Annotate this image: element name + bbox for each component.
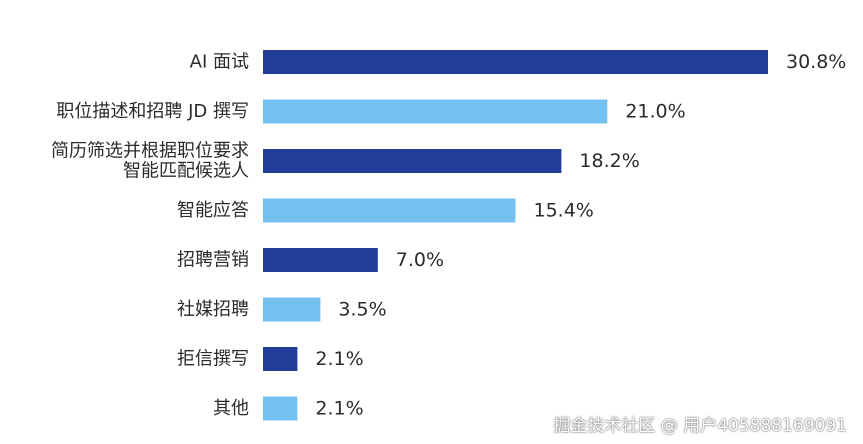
value-label-4: 7.0% [396, 249, 444, 271]
value-label-2: 18.2% [579, 150, 639, 172]
bar-6 [263, 347, 298, 371]
category-label-3: 智能应答 [177, 200, 249, 221]
category-label-2-line-0: 简历筛选并根据职位要求 [51, 141, 249, 162]
category-label-0: AI 面试 [190, 52, 249, 73]
bar-4 [263, 248, 378, 272]
bar-5 [263, 297, 321, 322]
category-label-6: 拒信撰写 [177, 349, 249, 370]
value-label-3: 15.4% [534, 200, 594, 222]
value-label-0: 30.8% [786, 51, 846, 73]
value-label-1: 21.0% [625, 101, 685, 123]
bar-3 [263, 198, 516, 223]
watermark: 掘金技术社区 @ 用户405888169091 [553, 416, 847, 436]
category-label-7: 其他 [213, 398, 249, 419]
bar-2 [263, 149, 562, 173]
bar-0 [263, 50, 768, 74]
category-label-5: 社媒招聘 [177, 299, 249, 320]
category-label-2-line-1: 智能匹配候选人 [123, 161, 249, 182]
category-label-1: 职位描述和招聘 JD 撰写 [56, 101, 249, 122]
bar-7 [263, 396, 298, 421]
value-label-6: 2.1% [315, 348, 363, 370]
value-label-5: 3.5% [338, 299, 386, 321]
category-label-4: 招聘营销 [177, 250, 249, 271]
bar-1 [263, 99, 608, 124]
value-label-7: 2.1% [315, 398, 363, 420]
